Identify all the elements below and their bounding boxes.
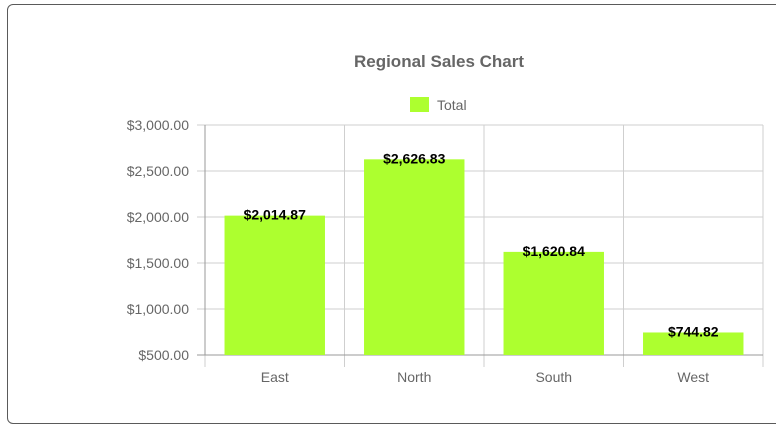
bar-west[interactable] [643, 332, 744, 355]
data-label-west: $744.82 [668, 323, 719, 339]
x-tick-label: East [261, 369, 289, 385]
legend-swatch [410, 97, 429, 112]
y-tick-label: $1,500.00 [127, 255, 189, 271]
bar-east[interactable] [224, 215, 325, 355]
x-tick-label: North [397, 369, 431, 385]
y-tick-label: $500.00 [138, 347, 189, 363]
legend[interactable]: Total [410, 97, 467, 113]
data-label-east: $2,014.87 [244, 207, 306, 223]
y-tick-label: $2,500.00 [127, 163, 189, 179]
legend-label: Total [437, 97, 467, 113]
y-tick-label: $3,000.00 [127, 117, 189, 133]
bar-south[interactable] [503, 251, 604, 355]
bar-chart: Regional Sales Chart Total $500.00 $1,000… [127, 52, 764, 385]
x-tick-label: South [535, 369, 572, 385]
x-tick-label: West [677, 369, 709, 385]
y-tick-label: $2,000.00 [127, 209, 189, 225]
y-tick-label: $1,000.00 [127, 301, 189, 317]
data-label-south: $1,620.84 [523, 243, 585, 259]
bar-north[interactable] [364, 159, 465, 355]
data-label-north: $2,626.83 [383, 150, 445, 166]
chart-title: Regional Sales Chart [354, 52, 524, 71]
